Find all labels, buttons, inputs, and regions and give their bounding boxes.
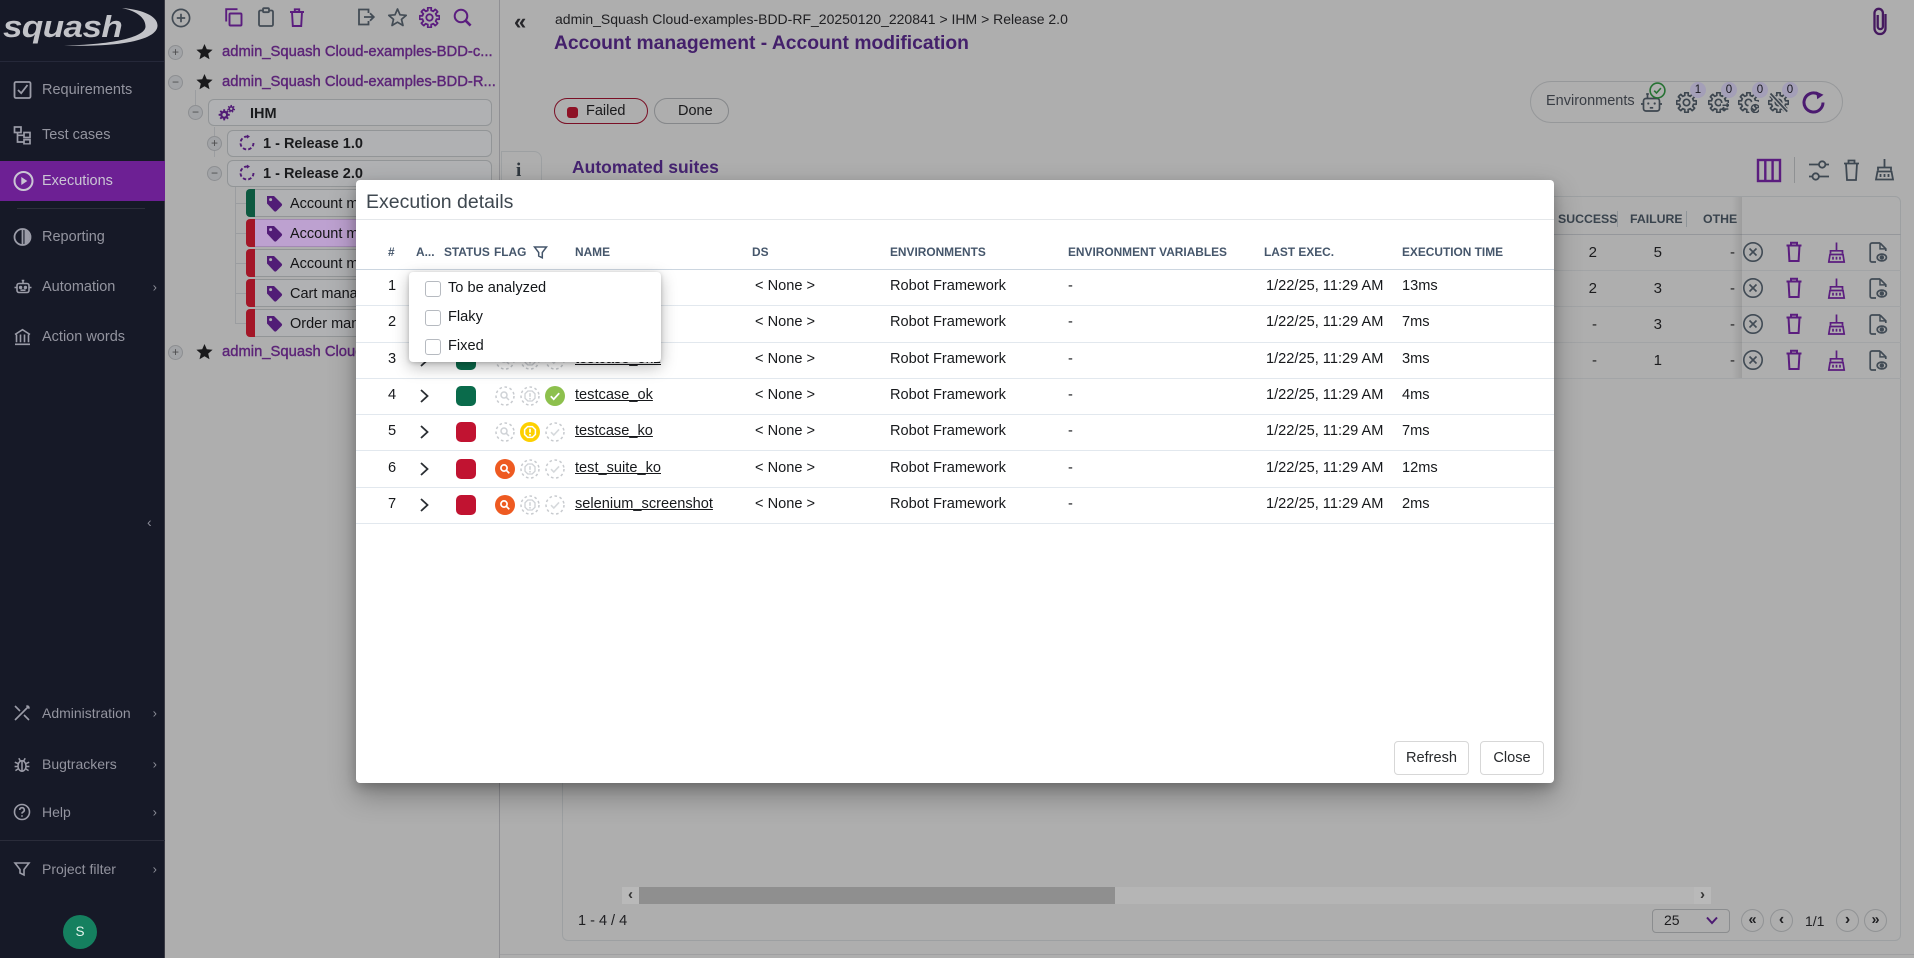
svg-text:squash: squash xyxy=(3,10,122,45)
